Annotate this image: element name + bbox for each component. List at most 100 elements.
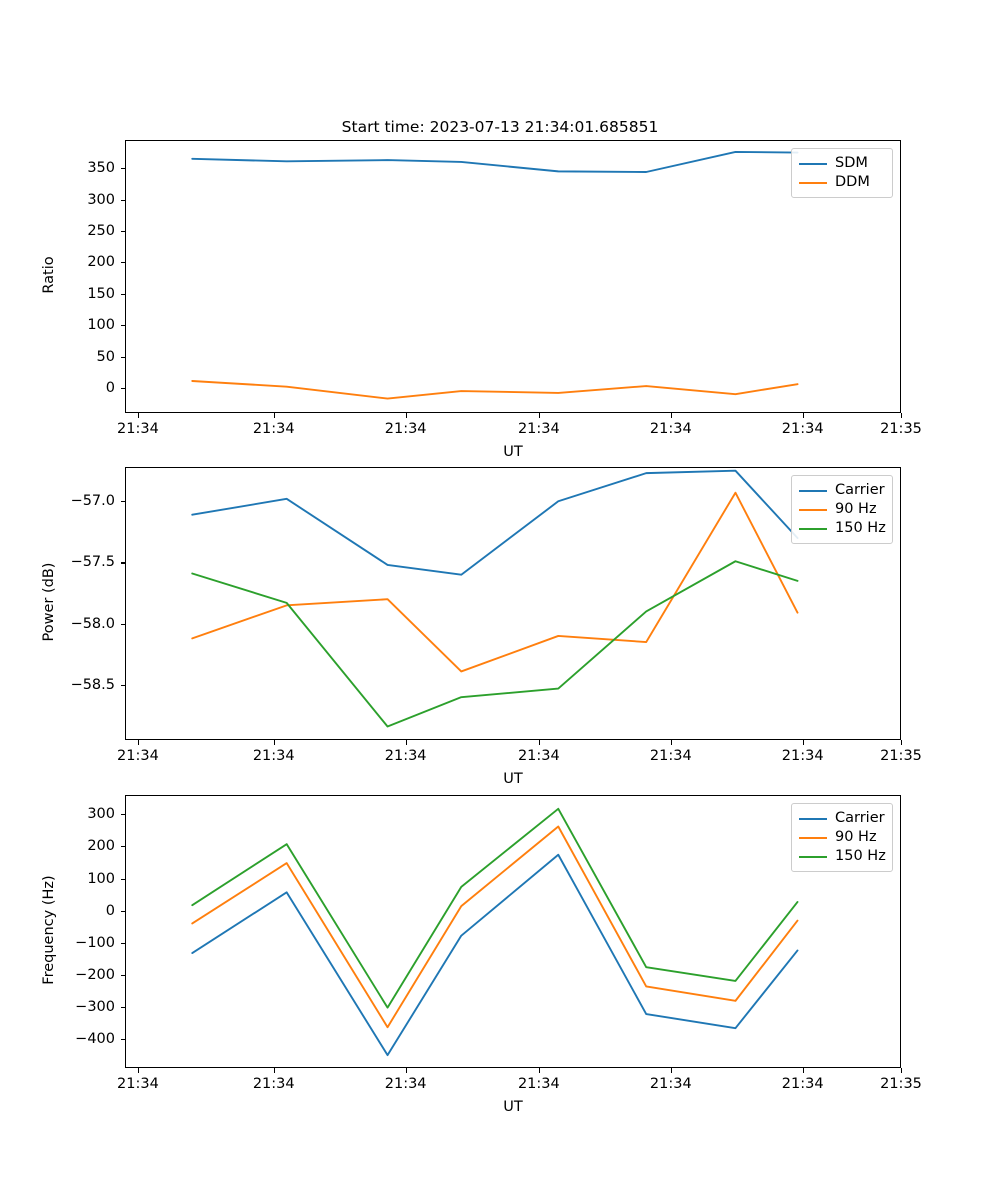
figure-title: Start time: 2023-07-13 21:34:01.685851 xyxy=(341,118,659,136)
x-tick-mark xyxy=(405,413,407,418)
legend-power[interactable]: Carrier 90 Hz 150 Hz xyxy=(791,475,893,544)
y-tick-label: 0 xyxy=(105,902,115,919)
y-tick-mark xyxy=(120,501,125,503)
legend-line-swatch xyxy=(799,836,827,839)
x-tick-label: 21:34 xyxy=(252,748,295,764)
legend-line-swatch xyxy=(799,817,827,820)
x-tick-label: 21:34 xyxy=(384,1076,427,1092)
x-tick-label: 21:34 xyxy=(117,748,159,764)
legend-frequency[interactable]: Carrier 90 Hz 150 Hz xyxy=(791,803,893,872)
legend-item[interactable]: 150 Hz xyxy=(799,519,886,538)
y-tick-label: −58.0 xyxy=(70,615,115,632)
y-tick-mark xyxy=(120,846,125,848)
x-tick-label: 21:34 xyxy=(649,421,692,437)
series-line-150-hz xyxy=(191,807,799,1009)
x-tick-mark xyxy=(538,740,540,745)
x-tick-mark xyxy=(901,413,903,418)
x-tick-mark xyxy=(538,1068,540,1073)
y-tick-mark xyxy=(120,356,125,358)
series-line-90-hz xyxy=(191,825,799,1029)
legend-item[interactable]: DDM xyxy=(799,173,885,192)
y-tick-mark xyxy=(120,293,125,295)
x-tick-label: 21:34 xyxy=(781,748,824,764)
y-tick-label: 200 xyxy=(87,254,115,271)
legend-item[interactable]: 90 Hz xyxy=(799,500,885,519)
x-tick-label: 21:34 xyxy=(117,1076,159,1092)
x-axis-label-ratio: UT xyxy=(503,444,523,460)
legend-item[interactable]: SDM xyxy=(799,154,885,173)
y-tick-mark xyxy=(120,387,125,389)
x-tick-mark xyxy=(137,1068,140,1073)
x-axis-label-power: UT xyxy=(503,771,523,787)
y-tick-label: 300 xyxy=(87,191,115,208)
x-tick-label: 21:34 xyxy=(517,421,560,437)
y-tick-mark xyxy=(120,168,125,170)
y-tick-label: 250 xyxy=(87,223,115,239)
x-tick-label: 21:34 xyxy=(781,421,824,437)
legend-line-swatch xyxy=(799,527,827,530)
legend-label: 150 Hz xyxy=(835,520,886,536)
legend-item[interactable]: 150 Hz xyxy=(799,847,886,866)
x-tick-mark xyxy=(137,740,140,745)
axes-frame-frequency xyxy=(125,795,901,1068)
x-tick-mark xyxy=(273,740,275,745)
y-tick-label: 350 xyxy=(87,160,115,177)
y-tick-mark xyxy=(120,942,125,944)
x-tick-mark xyxy=(137,413,140,418)
x-tick-mark xyxy=(670,413,672,418)
legend-item[interactable]: 90 Hz xyxy=(799,828,885,847)
x-tick-label: 21:34 xyxy=(781,1076,824,1092)
y-tick-label: 100 xyxy=(87,317,115,334)
x-tick-mark xyxy=(273,413,275,418)
x-tick-mark xyxy=(802,413,804,418)
series-line-sdm xyxy=(191,150,799,173)
x-tick-mark xyxy=(802,740,804,745)
y-tick-mark xyxy=(120,1039,125,1041)
axes-frame-power xyxy=(125,467,901,740)
y-tick-mark xyxy=(120,231,125,233)
axes-frame-ratio xyxy=(125,140,901,413)
legend-line-swatch xyxy=(799,181,827,184)
legend-label: 90 Hz xyxy=(835,829,877,845)
legend-label: 150 Hz xyxy=(835,848,886,864)
x-tick-label: 21:34 xyxy=(252,421,295,437)
x-tick-mark xyxy=(538,413,540,418)
x-tick-label: 21:35 xyxy=(880,421,922,437)
x-tick-label: 21:34 xyxy=(649,748,692,764)
legend-label: SDM xyxy=(835,155,868,171)
legend-ratio[interactable]: SDM DDM xyxy=(791,148,893,198)
y-tick-label: −57.5 xyxy=(70,554,115,571)
x-tick-label: 21:35 xyxy=(880,1076,922,1092)
y-tick-mark xyxy=(120,1006,125,1009)
y-tick-mark xyxy=(120,325,125,327)
x-tick-label: 21:34 xyxy=(517,748,560,764)
legend-label: Carrier xyxy=(835,810,885,826)
y-tick-mark xyxy=(120,562,125,564)
y-tick-mark xyxy=(120,974,125,976)
y-tick-mark xyxy=(120,878,125,880)
legend-label: 90 Hz xyxy=(835,501,877,517)
legend-line-swatch xyxy=(799,162,827,165)
y-tick-label: 150 xyxy=(87,285,115,302)
y-tick-label: 100 xyxy=(87,870,115,887)
y-tick-label: 0 xyxy=(105,379,115,396)
x-tick-mark xyxy=(670,740,672,745)
series-line-carrier xyxy=(191,853,799,1057)
y-tick-label: 50 xyxy=(96,348,115,365)
x-tick-label: 21:35 xyxy=(880,748,922,764)
series-line-150-hz xyxy=(191,560,799,728)
y-tick-mark xyxy=(120,684,125,686)
y-tick-label: 300 xyxy=(87,806,115,823)
y-tick-mark xyxy=(120,623,125,625)
y-tick-label: 200 xyxy=(87,838,115,855)
legend-item[interactable]: Carrier xyxy=(799,481,885,500)
x-tick-mark xyxy=(273,1068,275,1073)
legend-label: DDM xyxy=(835,174,870,190)
y-tick-mark xyxy=(120,199,125,201)
legend-item[interactable]: Carrier xyxy=(799,809,885,828)
